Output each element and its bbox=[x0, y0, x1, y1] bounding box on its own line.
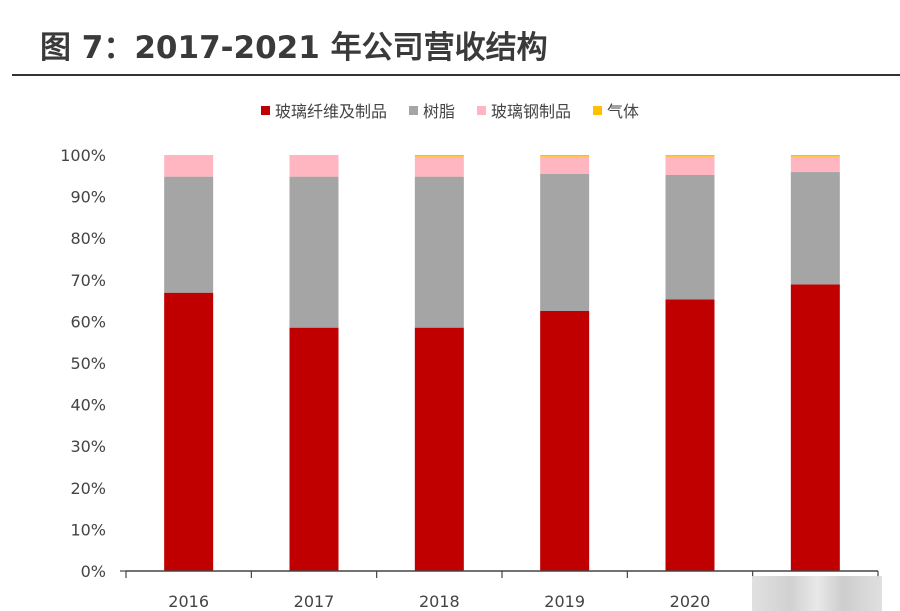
legend-swatch bbox=[408, 105, 418, 115]
bar-segment bbox=[540, 155, 590, 157]
bar-segment bbox=[665, 174, 715, 300]
y-tick-label: 80% bbox=[70, 229, 106, 248]
bar-segment bbox=[790, 156, 840, 173]
bar-segment bbox=[790, 155, 840, 157]
bar-segment bbox=[414, 155, 464, 157]
y-tick-label: 10% bbox=[70, 520, 106, 539]
x-tick-label: 2016 bbox=[168, 592, 209, 611]
legend-label: 树脂 bbox=[422, 102, 455, 121]
bar-segment bbox=[289, 176, 339, 328]
bar-segment bbox=[665, 156, 715, 175]
bar-segment bbox=[164, 155, 214, 177]
legend: 玻璃纤维及制品 树脂 玻璃钢制品 气体 bbox=[0, 98, 900, 122]
legend-swatch bbox=[593, 105, 603, 115]
bar-segment bbox=[790, 172, 840, 285]
chart-title: 图 7：2017-2021 年公司营收结构 bbox=[40, 30, 548, 66]
legend-swatch bbox=[477, 105, 486, 115]
y-tick-label: 100% bbox=[60, 146, 106, 165]
bar-segment bbox=[414, 156, 464, 177]
y-tick-label: 60% bbox=[70, 312, 106, 331]
bar-segment bbox=[289, 327, 339, 571]
legend-swatch bbox=[260, 105, 270, 115]
y-tick-label: 70% bbox=[70, 271, 106, 290]
x-tick-label: 2020 bbox=[670, 592, 711, 611]
bar-segment bbox=[414, 176, 464, 328]
y-tick-label: 30% bbox=[70, 437, 106, 456]
bar-segment bbox=[164, 176, 214, 293]
y-tick-label: 50% bbox=[70, 354, 106, 373]
legend-item: 树脂 bbox=[408, 98, 455, 122]
bar-segment bbox=[540, 311, 590, 571]
bar-segment bbox=[414, 327, 464, 571]
legend-label: 气体 bbox=[607, 102, 640, 121]
bar-segment bbox=[665, 155, 715, 157]
legend-label: 玻璃钢制品 bbox=[491, 102, 572, 121]
bar-segment bbox=[540, 156, 590, 174]
bar-segment bbox=[790, 284, 840, 571]
bar-segment bbox=[665, 299, 715, 571]
x-tick-label: 2017 bbox=[294, 592, 335, 611]
legend-item: 玻璃钢制品 bbox=[477, 98, 571, 122]
legend-label: 玻璃纤维及制品 bbox=[274, 102, 387, 121]
x-tick-label: 2018 bbox=[419, 592, 460, 611]
y-tick-label: 90% bbox=[70, 188, 106, 207]
bar-segment bbox=[289, 155, 339, 177]
legend-item: 气体 bbox=[593, 98, 639, 122]
y-tick-label: 40% bbox=[70, 396, 106, 415]
y-tick-label: 20% bbox=[70, 479, 106, 498]
title-divider bbox=[12, 74, 900, 76]
bar-segment bbox=[164, 292, 214, 571]
x-tick-label: 2019 bbox=[544, 592, 585, 611]
y-tick-label: 0% bbox=[81, 562, 106, 581]
pixelated-watermark bbox=[752, 576, 882, 611]
legend-item: 玻璃纤维及制品 bbox=[260, 98, 387, 122]
bar-segment bbox=[540, 173, 590, 311]
